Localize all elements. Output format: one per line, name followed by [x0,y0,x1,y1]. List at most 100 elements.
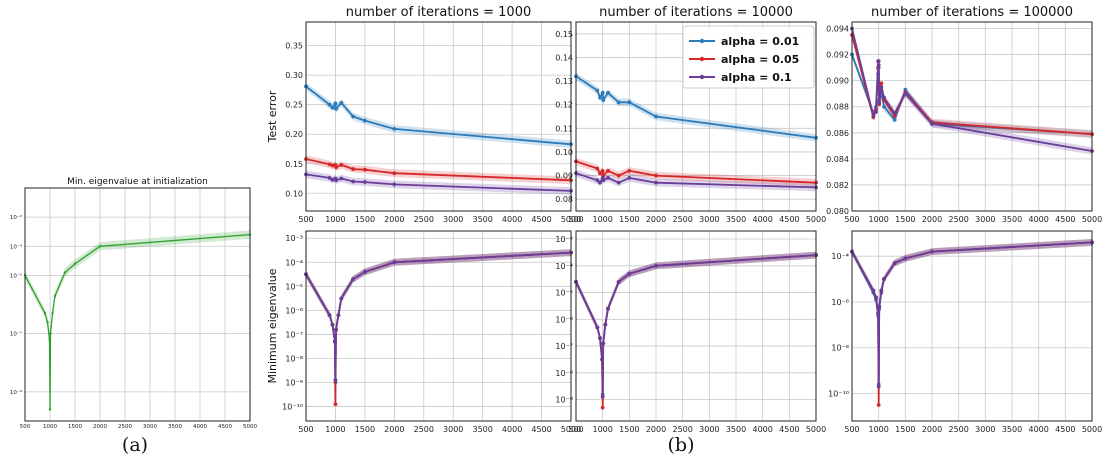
data-point [930,249,934,254]
data-point [362,118,367,123]
x-tick-label: 2500 [414,425,434,434]
data-point [654,180,658,185]
data-point [882,104,886,109]
data-point [595,88,600,93]
x-tick-label: 1000 [868,425,888,434]
y-tick-label: 0.15 [555,30,573,39]
data-point [601,98,606,102]
data-point [600,90,605,95]
y-tick-label: 0.10 [285,189,303,198]
data-point [600,395,605,399]
data-point [876,384,881,389]
data-point [327,176,332,180]
data-point [48,338,51,341]
x-tick-label: 2000 [384,215,404,224]
x-tick-label: 3500 [1002,215,1022,224]
x-tick-label: 3500 [472,215,492,224]
x-tick-label: 4000 [193,424,207,430]
x-tick-label: 2000 [646,425,666,434]
chart-b-bottom-1: 500 1000 1500 2000 2500 3000 3500 4000 4500 5000 1… [266,230,581,434]
data-point [603,322,608,327]
data-point [879,81,884,86]
series-line [305,251,572,405]
y-tick-label: 0.13 [555,77,573,86]
x-tick-label: 500 [844,425,859,434]
y-tick-label: 10⁻⁸ [831,344,849,353]
y-tick-label: 10⁻⁵ [10,272,22,279]
data-point [334,178,338,183]
series-line [305,251,572,383]
y-tick-label: 0.086 [826,129,849,138]
data-point [903,256,908,261]
y-tick-label: 0.14 [555,53,573,62]
data-point [49,332,52,335]
data-point [600,405,605,410]
y-tick-label: 0.20 [285,130,303,139]
data-point [351,114,356,119]
y-tick-label: 10⁻⁴ [285,258,303,267]
series-line [851,34,1093,135]
chart-title: Min. eigenvalue at initialization [67,177,208,187]
data-point [616,173,621,178]
data-point [606,176,610,180]
axes-frame [305,230,572,422]
axes-frame [851,230,1093,422]
x-tick-label: 1500 [68,424,82,430]
data-point [654,173,658,178]
x-tick-label: 5000 [243,424,257,430]
data-point [601,178,606,183]
x-tick-label: 3500 [168,424,182,430]
x-tick-label: 4000 [1028,215,1048,224]
data-point [876,59,881,64]
y-tick-label: 10⁻⁶ [831,298,849,307]
x-tick-label: 2000 [922,425,942,434]
series-line [575,254,817,408]
y-tick-label: 10⁻⁶ [285,306,303,315]
series-band [25,230,250,414]
data-point [336,313,341,318]
y-tick-label: 0.090 [826,77,849,86]
data-point [879,288,884,293]
chart-a: 500 1000 1500 2000 2500 3000 3500 4000 4500 5000 1… [10,177,258,430]
series-line [305,85,572,146]
x-tick-label: 500 [568,215,583,224]
x-tick-label: 4500 [779,215,799,224]
series-band [852,239,1092,409]
data-point [63,271,67,274]
data-point [892,117,897,122]
data-point [874,295,878,300]
x-tick-label: 3000 [143,424,157,430]
data-point [330,177,335,182]
y-tick-label: 10⁻⁹ [285,379,303,388]
y-tick-label: 10⁻¹⁰ [828,390,849,399]
y-tick-label: 10⁻⁸ [285,354,303,363]
series-line [575,75,817,139]
legend-label: alpha = 0.01 [721,35,799,48]
axes-frame [575,21,817,212]
series-line [24,233,251,410]
data-point [930,121,934,126]
chart-title: number of iterations = 100000 [871,5,1073,20]
data-point [882,95,886,100]
y-tick-label: 10⁻³ [285,234,303,243]
legend-marker [699,56,705,62]
x-tick-label: 3500 [726,425,746,434]
data-point [334,165,338,170]
series-line [575,254,817,397]
x-tick-label: 1500 [355,215,375,224]
data-point [98,245,102,248]
data-point [392,260,397,265]
series-line [851,241,1093,406]
data-point [51,312,54,315]
y-tick-label: 10⁻⁴ [555,262,573,271]
y-tick-label: 0.09 [555,172,573,181]
x-tick-label: 5000 [1082,215,1102,224]
data-point [327,102,332,107]
data-point [333,378,338,383]
y-tick-label: 0.30 [285,71,303,80]
series-band [852,50,1092,138]
data-point [600,168,605,173]
x-tick-label: 1500 [619,215,639,224]
x-tick-label: 2500 [118,424,132,430]
